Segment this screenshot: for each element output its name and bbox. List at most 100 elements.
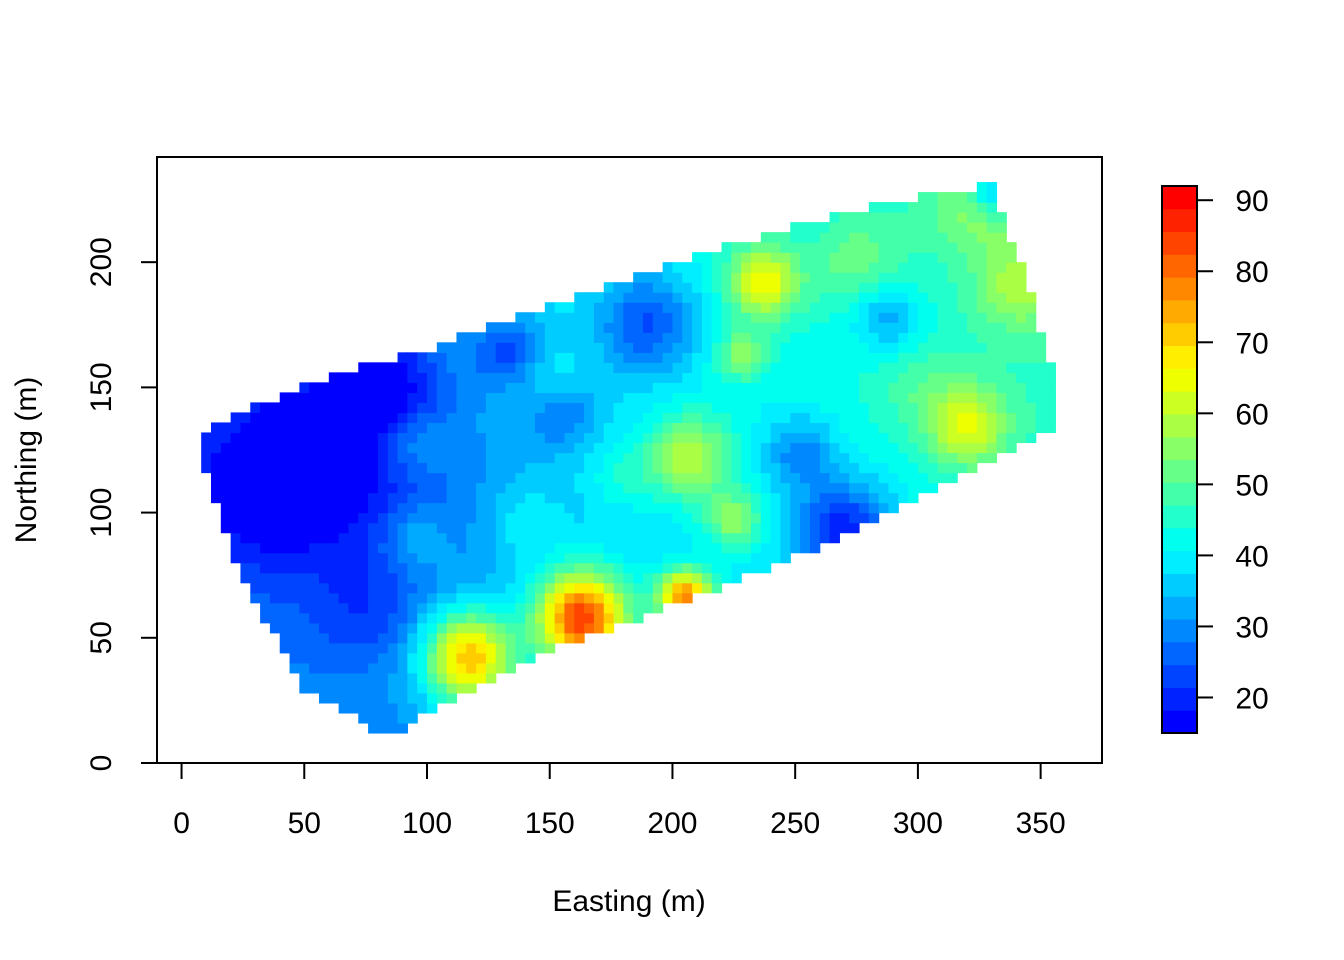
heatmap-cell xyxy=(309,592,320,604)
heatmap-cell xyxy=(368,422,379,434)
heatmap-cell xyxy=(485,362,497,373)
heatmap-cell xyxy=(731,392,742,404)
heatmap-cell xyxy=(554,472,566,484)
heatmap-cell xyxy=(878,282,890,293)
heatmap-cell xyxy=(260,602,271,614)
heatmap-cell xyxy=(652,432,664,444)
heatmap-cell xyxy=(358,502,369,514)
heatmap-cell xyxy=(613,302,624,313)
heatmap-cell xyxy=(574,372,585,383)
heatmap-cell xyxy=(780,522,791,534)
heatmap-cell xyxy=(554,552,566,564)
heatmap-cell xyxy=(525,632,536,644)
heatmap-cell xyxy=(466,612,477,624)
heatmap-cell xyxy=(407,532,418,544)
heatmap-cell xyxy=(859,492,870,504)
heatmap-cell xyxy=(269,552,281,564)
heatmap-cell xyxy=(466,552,477,564)
heatmap-cell xyxy=(446,602,458,614)
heatmap-cell xyxy=(1016,312,1027,323)
heatmap-cell xyxy=(505,392,516,404)
heatmap-cell xyxy=(780,242,791,253)
heatmap-cell xyxy=(485,372,497,383)
heatmap-cell xyxy=(397,712,408,724)
heatmap-cell xyxy=(652,462,664,474)
heatmap-cell xyxy=(574,482,585,494)
heatmap-cell xyxy=(888,342,899,353)
heatmap-cell xyxy=(888,212,899,223)
heatmap-cell xyxy=(348,542,359,554)
heatmap-cell xyxy=(937,212,948,223)
heatmap-cell xyxy=(387,402,399,414)
heatmap-cell xyxy=(937,472,948,484)
heatmap-cell xyxy=(613,502,624,514)
heatmap-cell xyxy=(878,402,890,414)
heatmap-cell xyxy=(662,292,674,303)
heatmap-cell xyxy=(770,402,782,414)
heatmap-cell xyxy=(1006,382,1017,393)
heatmap-cell xyxy=(535,312,546,323)
heatmap-cell xyxy=(436,442,448,454)
heatmap-cell xyxy=(741,522,752,534)
heatmap-cell xyxy=(397,432,408,444)
heatmap-cell xyxy=(338,402,350,414)
heatmap-cell xyxy=(829,352,840,363)
heatmap-cell xyxy=(721,552,732,564)
heatmap-cell xyxy=(456,342,467,353)
heatmap-cell xyxy=(701,322,713,333)
heatmap-cell xyxy=(269,622,281,634)
heatmap-cell xyxy=(485,472,497,484)
heatmap-cell xyxy=(868,352,880,363)
heatmap-cell xyxy=(898,372,909,383)
heatmap-cell xyxy=(790,492,801,504)
heatmap-cell xyxy=(397,462,408,474)
heatmap-cell xyxy=(800,522,811,534)
heatmap-cell xyxy=(741,312,752,323)
heatmap-cell xyxy=(476,332,487,343)
heatmap-cell xyxy=(692,482,703,494)
heatmap-cell xyxy=(878,212,890,223)
heatmap-cell xyxy=(466,372,477,383)
heatmap-cell xyxy=(574,532,585,544)
heatmap-cell xyxy=(623,602,634,614)
heatmap-cell xyxy=(819,402,831,414)
heatmap-cell xyxy=(780,512,791,524)
heatmap-cell xyxy=(652,422,664,434)
heatmap-cell xyxy=(544,402,556,414)
heatmap-cell xyxy=(505,452,516,464)
colorbar-tick-label: 30 xyxy=(1235,611,1268,644)
heatmap-cell xyxy=(672,522,683,534)
heatmap-cell xyxy=(397,622,408,634)
heatmap-cell xyxy=(476,602,487,614)
heatmap-cell xyxy=(800,372,811,383)
heatmap-cell xyxy=(908,242,919,253)
heatmap-cell xyxy=(613,422,624,434)
heatmap-cell xyxy=(633,282,644,293)
heatmap-cell xyxy=(692,492,703,504)
heatmap-cell xyxy=(976,232,988,243)
heatmap-cell xyxy=(338,532,350,544)
heatmap-cell xyxy=(358,652,369,664)
heatmap-cell xyxy=(584,462,595,474)
heatmap-cell xyxy=(485,562,497,574)
heatmap-cell xyxy=(878,472,890,484)
heatmap-cell xyxy=(751,372,762,383)
heatmap-cell xyxy=(868,322,880,333)
heatmap-cell xyxy=(839,412,850,424)
heatmap-cell xyxy=(917,422,929,434)
heatmap-cell xyxy=(525,582,536,594)
heatmap-cell xyxy=(368,382,379,393)
heatmap-cell xyxy=(760,482,772,494)
heatmap-cell xyxy=(633,452,644,464)
heatmap-cell xyxy=(760,502,772,514)
heatmap-cell xyxy=(967,412,978,424)
heatmap-cell xyxy=(613,612,624,624)
heatmap-cell xyxy=(495,622,507,634)
heatmap-cell xyxy=(672,512,683,524)
heatmap-cell xyxy=(731,302,742,313)
heatmap-cell xyxy=(760,322,772,333)
heatmap-cell xyxy=(525,412,536,424)
heatmap-cell xyxy=(446,552,458,564)
heatmap-cell xyxy=(1045,362,1056,373)
heatmap-cell xyxy=(377,362,389,373)
